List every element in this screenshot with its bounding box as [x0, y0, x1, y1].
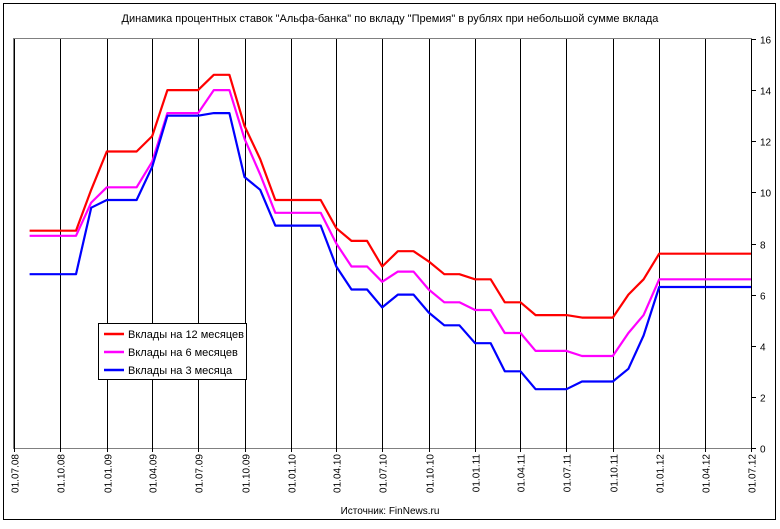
y-tick-label: 14 [760, 87, 772, 98]
legend-label-6m: Вклады на 6 месяцев [128, 347, 238, 359]
x-tick-label: 01.07.10 [379, 454, 390, 493]
x-tick-label: 01.07.12 [748, 454, 759, 493]
x-tick-label: 01.04.10 [333, 454, 344, 493]
y-axis: 0 2 4 6 8 10 12 14 16 [751, 36, 772, 456]
y-tick-label: 8 [760, 241, 766, 252]
series-line-12m [29, 73, 751, 319]
legend-label-3m: Вклады на 3 месяца [128, 365, 233, 377]
x-tick-label: 01.04.12 [702, 454, 713, 493]
x-tick-label: 01.01.11 [472, 454, 483, 493]
y-tick-label: 16 [760, 36, 772, 47]
x-tick-label: 01.07.09 [195, 454, 206, 493]
y-tick-label: 10 [760, 189, 772, 200]
y-tick-label: 12 [760, 138, 772, 149]
x-tick-label: 01.01.10 [288, 454, 299, 493]
x-tick-label: 01.04.09 [149, 454, 160, 493]
x-tick-label: 01.10.08 [57, 454, 68, 493]
x-tick-label: 01.07.08 [11, 454, 22, 493]
x-tick-label: 01.04.11 [517, 454, 528, 493]
series-lines [29, 73, 751, 391]
legend-label-12m: Вклады на 12 месяцев [128, 329, 244, 341]
x-tick-label: 01.10.11 [610, 454, 621, 493]
y-tick-label: 2 [760, 394, 766, 405]
x-tick-label: 01.10.09 [242, 454, 253, 493]
source-caption: Источник: FinNews.ru [341, 506, 440, 517]
x-tick-label: 01.07.11 [563, 454, 574, 493]
chart-title: Динамика процентных ставок "Альфа-банка"… [122, 13, 660, 25]
y-tick-label: 0 [760, 445, 766, 456]
x-tick-label: 01.01.09 [104, 454, 115, 493]
y-tick-label: 6 [760, 292, 766, 303]
x-tick-label: 01.01.12 [656, 454, 667, 493]
legend: Вклады на 12 месяцев Вклады на 6 месяцев… [98, 323, 247, 380]
y-tick-label: 4 [760, 343, 766, 354]
x-tick-label: 01.10.10 [426, 454, 437, 493]
series-line-3m [29, 111, 751, 391]
x-axis: 01.07.08 01.10.08 01.01.09 01.04.09 01.07.09… [11, 448, 759, 493]
